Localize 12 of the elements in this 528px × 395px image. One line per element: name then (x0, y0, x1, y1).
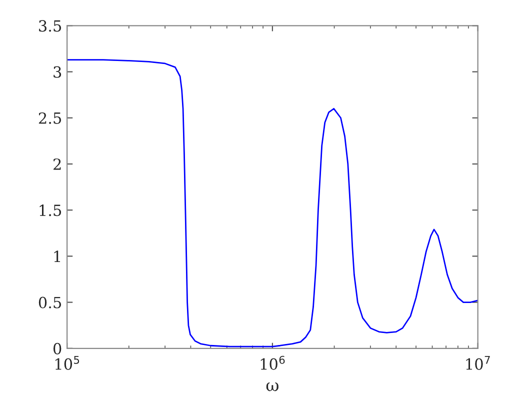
y-tick-label: 2 (54, 158, 61, 170)
x-axis-title: ω (266, 382, 278, 392)
x-tick-label: 10$^{6}$ (260, 356, 285, 370)
y-tick-label: 0 (53, 342, 62, 354)
x-tick-label: 10$^{5}$ (55, 356, 80, 370)
y-tick-label: 3.5 (39, 20, 62, 32)
y-tick-label: 0.5 (38, 296, 62, 308)
x-tick-label: 10$^{7}$ (466, 356, 490, 370)
y-tick-label: 1.5 (40, 204, 62, 216)
y-tick-label: 3 (54, 66, 62, 78)
y-tick-label: 2.5 (38, 112, 62, 124)
y-tick-label: 1 (54, 250, 60, 262)
